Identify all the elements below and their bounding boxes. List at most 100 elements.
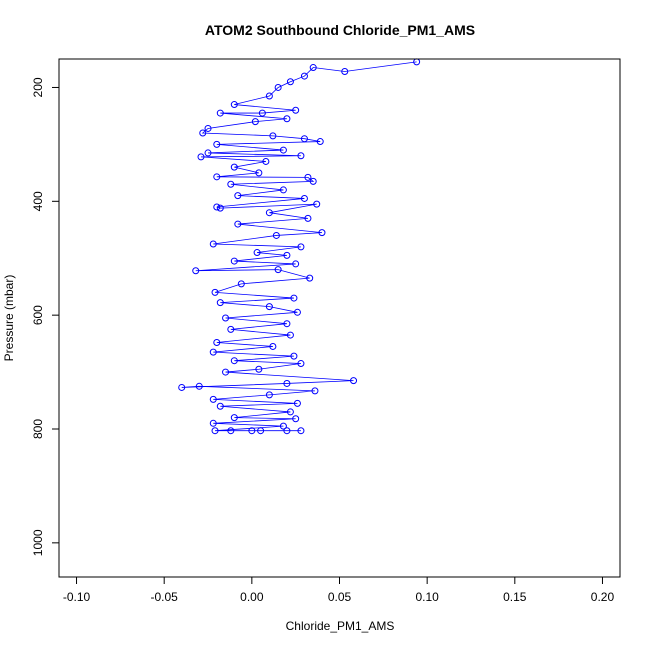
data-point xyxy=(216,402,224,410)
y-tick-label: 800 xyxy=(31,419,45,439)
x-tick-label: -0.10 xyxy=(63,590,91,604)
data-point xyxy=(279,186,287,194)
data-point xyxy=(204,124,212,132)
data-point xyxy=(292,106,300,114)
data-point xyxy=(269,342,277,350)
data-point xyxy=(297,243,305,251)
data-point xyxy=(283,115,291,123)
data-point xyxy=(283,379,291,387)
data-point xyxy=(311,387,319,395)
data-point xyxy=(283,251,291,259)
x-tick-label: 0.15 xyxy=(503,590,527,604)
data-point xyxy=(227,427,235,435)
data-point xyxy=(297,152,305,160)
data-point xyxy=(309,177,317,185)
data-point xyxy=(304,173,312,181)
data-point xyxy=(283,427,291,435)
plot-frame xyxy=(58,58,621,578)
data-point xyxy=(283,320,291,328)
data-point xyxy=(297,427,305,435)
data-point xyxy=(279,422,287,430)
x-tick-label: 0.10 xyxy=(415,590,439,604)
data-point xyxy=(258,109,266,117)
data-point xyxy=(300,194,308,202)
x-axis: -0.10 -0.05 0.00 0.05 0.10 0.15 0.20 xyxy=(63,577,615,604)
x-tick-label: -0.05 xyxy=(151,590,179,604)
data-point xyxy=(209,348,217,356)
x-axis-label: Chloride_PM1_AMS xyxy=(286,619,395,633)
data-point xyxy=(341,68,349,76)
data-point xyxy=(304,214,312,222)
data-point xyxy=(253,249,261,257)
data-point xyxy=(269,132,277,140)
data-point xyxy=(230,101,238,109)
data-point xyxy=(209,240,217,248)
data-point xyxy=(292,260,300,268)
data-point xyxy=(265,303,273,311)
data-point xyxy=(211,427,219,435)
data-point xyxy=(222,368,230,376)
data-point xyxy=(293,308,301,316)
data-point xyxy=(178,383,186,391)
data-point xyxy=(213,203,221,211)
y-tick-label: 200 xyxy=(31,77,45,97)
data-point xyxy=(265,209,273,217)
data-point xyxy=(274,83,282,91)
data-point xyxy=(257,427,265,435)
data-point xyxy=(262,157,270,165)
data-point xyxy=(230,414,238,422)
data-point xyxy=(216,109,224,117)
data-point xyxy=(222,314,230,322)
data-point xyxy=(199,129,207,137)
plot-area xyxy=(178,58,421,435)
data-point xyxy=(248,427,256,435)
data-point xyxy=(290,352,298,360)
data-point xyxy=(204,149,212,157)
data-point xyxy=(216,204,224,212)
data-point xyxy=(230,257,238,265)
series-line xyxy=(181,61,417,432)
data-point xyxy=(290,294,298,302)
data-point xyxy=(279,146,287,154)
data-point xyxy=(234,192,242,200)
data-point xyxy=(213,140,221,148)
x-tick-label: 0.05 xyxy=(328,590,352,604)
y-tick-label: 400 xyxy=(31,191,45,211)
data-point xyxy=(297,360,305,368)
data-point xyxy=(211,288,219,296)
x-tick-label: 0.20 xyxy=(591,590,615,604)
y-tick-label: 1000 xyxy=(31,529,45,556)
x-tick-label: 0.00 xyxy=(240,590,264,604)
data-point xyxy=(251,118,259,126)
data-point xyxy=(227,325,235,333)
data-point xyxy=(255,169,263,177)
data-point xyxy=(272,231,280,239)
data-point xyxy=(293,399,301,407)
chart-title: ATOM2 Southbound Chloride_PM1_AMS xyxy=(205,22,475,38)
data-point xyxy=(292,415,300,423)
data-point xyxy=(286,331,294,339)
data-point xyxy=(195,382,203,390)
y-tick-label: 600 xyxy=(31,305,45,325)
data-point xyxy=(209,395,217,403)
data-point xyxy=(230,163,238,171)
data-point xyxy=(255,365,263,373)
data-point xyxy=(234,220,242,228)
data-point xyxy=(286,78,294,86)
data-point xyxy=(286,408,294,416)
y-axis-label: Pressure (mbar) xyxy=(2,275,16,362)
data-point xyxy=(316,138,324,146)
data-point xyxy=(313,200,321,208)
data-point xyxy=(265,391,273,399)
data-point xyxy=(306,274,314,282)
data-point xyxy=(318,229,326,237)
data-point xyxy=(197,153,205,161)
data-point xyxy=(300,72,308,80)
data-point xyxy=(213,338,221,346)
data-point xyxy=(216,299,224,307)
data-point xyxy=(213,173,221,181)
data-point xyxy=(237,280,245,288)
data-point xyxy=(265,92,273,100)
data-point xyxy=(274,266,282,274)
